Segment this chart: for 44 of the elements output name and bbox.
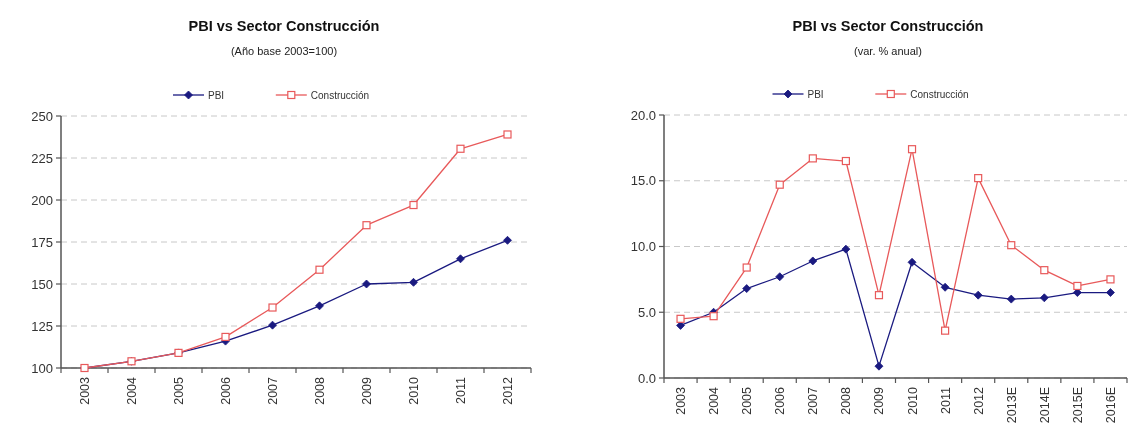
y-tick-label: 175 (31, 234, 53, 250)
chart-subtitle: (Año base 2003=100) (230, 45, 338, 57)
x-tick-label: 2006 (219, 376, 233, 405)
x-tick-label: 2010 (905, 386, 920, 415)
legend-label: PBI (807, 88, 824, 100)
x-tick-label: 2012 (971, 386, 986, 415)
x-tick-label: 2004 (707, 386, 722, 415)
x-tick-label: 2006 (773, 386, 788, 415)
x-tick-label: 2007 (806, 386, 821, 415)
x-tick-label: 2004 (125, 376, 139, 405)
y-tick-label: 200 (31, 192, 53, 208)
x-tick-label: 2005 (172, 376, 186, 405)
y-tick-label: 10.0 (630, 239, 656, 254)
x-tick-label: 2005 (740, 386, 755, 415)
y-tick-label: 250 (31, 108, 53, 124)
x-tick-label: 2013E (1004, 387, 1019, 424)
chart-title: PBI vs Sector Construcción (188, 18, 380, 34)
x-tick-label: 2008 (839, 386, 854, 415)
x-tick-label: 2015E (1070, 387, 1085, 424)
x-tick-label: 2011 (938, 386, 953, 414)
x-tick-label: 2003 (674, 386, 689, 415)
x-tick-label: 2012 (501, 376, 515, 405)
x-tick-label: 2011 (454, 376, 468, 404)
x-tick-label: 2010 (407, 376, 421, 405)
x-tick-label: 2016E (1103, 387, 1118, 424)
x-tick-label: 2007 (266, 376, 280, 405)
legend-label: PBI (208, 89, 225, 101)
x-tick-label: 2009 (872, 386, 887, 415)
x-tick-label: 2009 (360, 376, 374, 405)
x-tick-label: 2008 (313, 376, 327, 405)
legend-label: Construcción (910, 88, 969, 100)
chart-title: PBI vs Sector Construcción (792, 18, 984, 34)
x-tick-label: 2003 (78, 376, 92, 405)
y-tick-label: 15.0 (630, 173, 656, 189)
y-tick-label: 100 (31, 360, 53, 376)
y-tick-label: 150 (31, 276, 53, 292)
y-tick-label: 125 (31, 318, 53, 334)
x-tick-label: 2014E (1037, 387, 1052, 424)
y-tick-label: 225 (31, 150, 53, 166)
legend-label: Construcción (310, 89, 370, 101)
chart-subtitle: (var. % anual) (854, 45, 922, 57)
y-tick-label: 0.0 (637, 370, 656, 386)
y-tick-label: 20.0 (630, 107, 656, 123)
y-tick-label: 5.0 (637, 304, 656, 320)
